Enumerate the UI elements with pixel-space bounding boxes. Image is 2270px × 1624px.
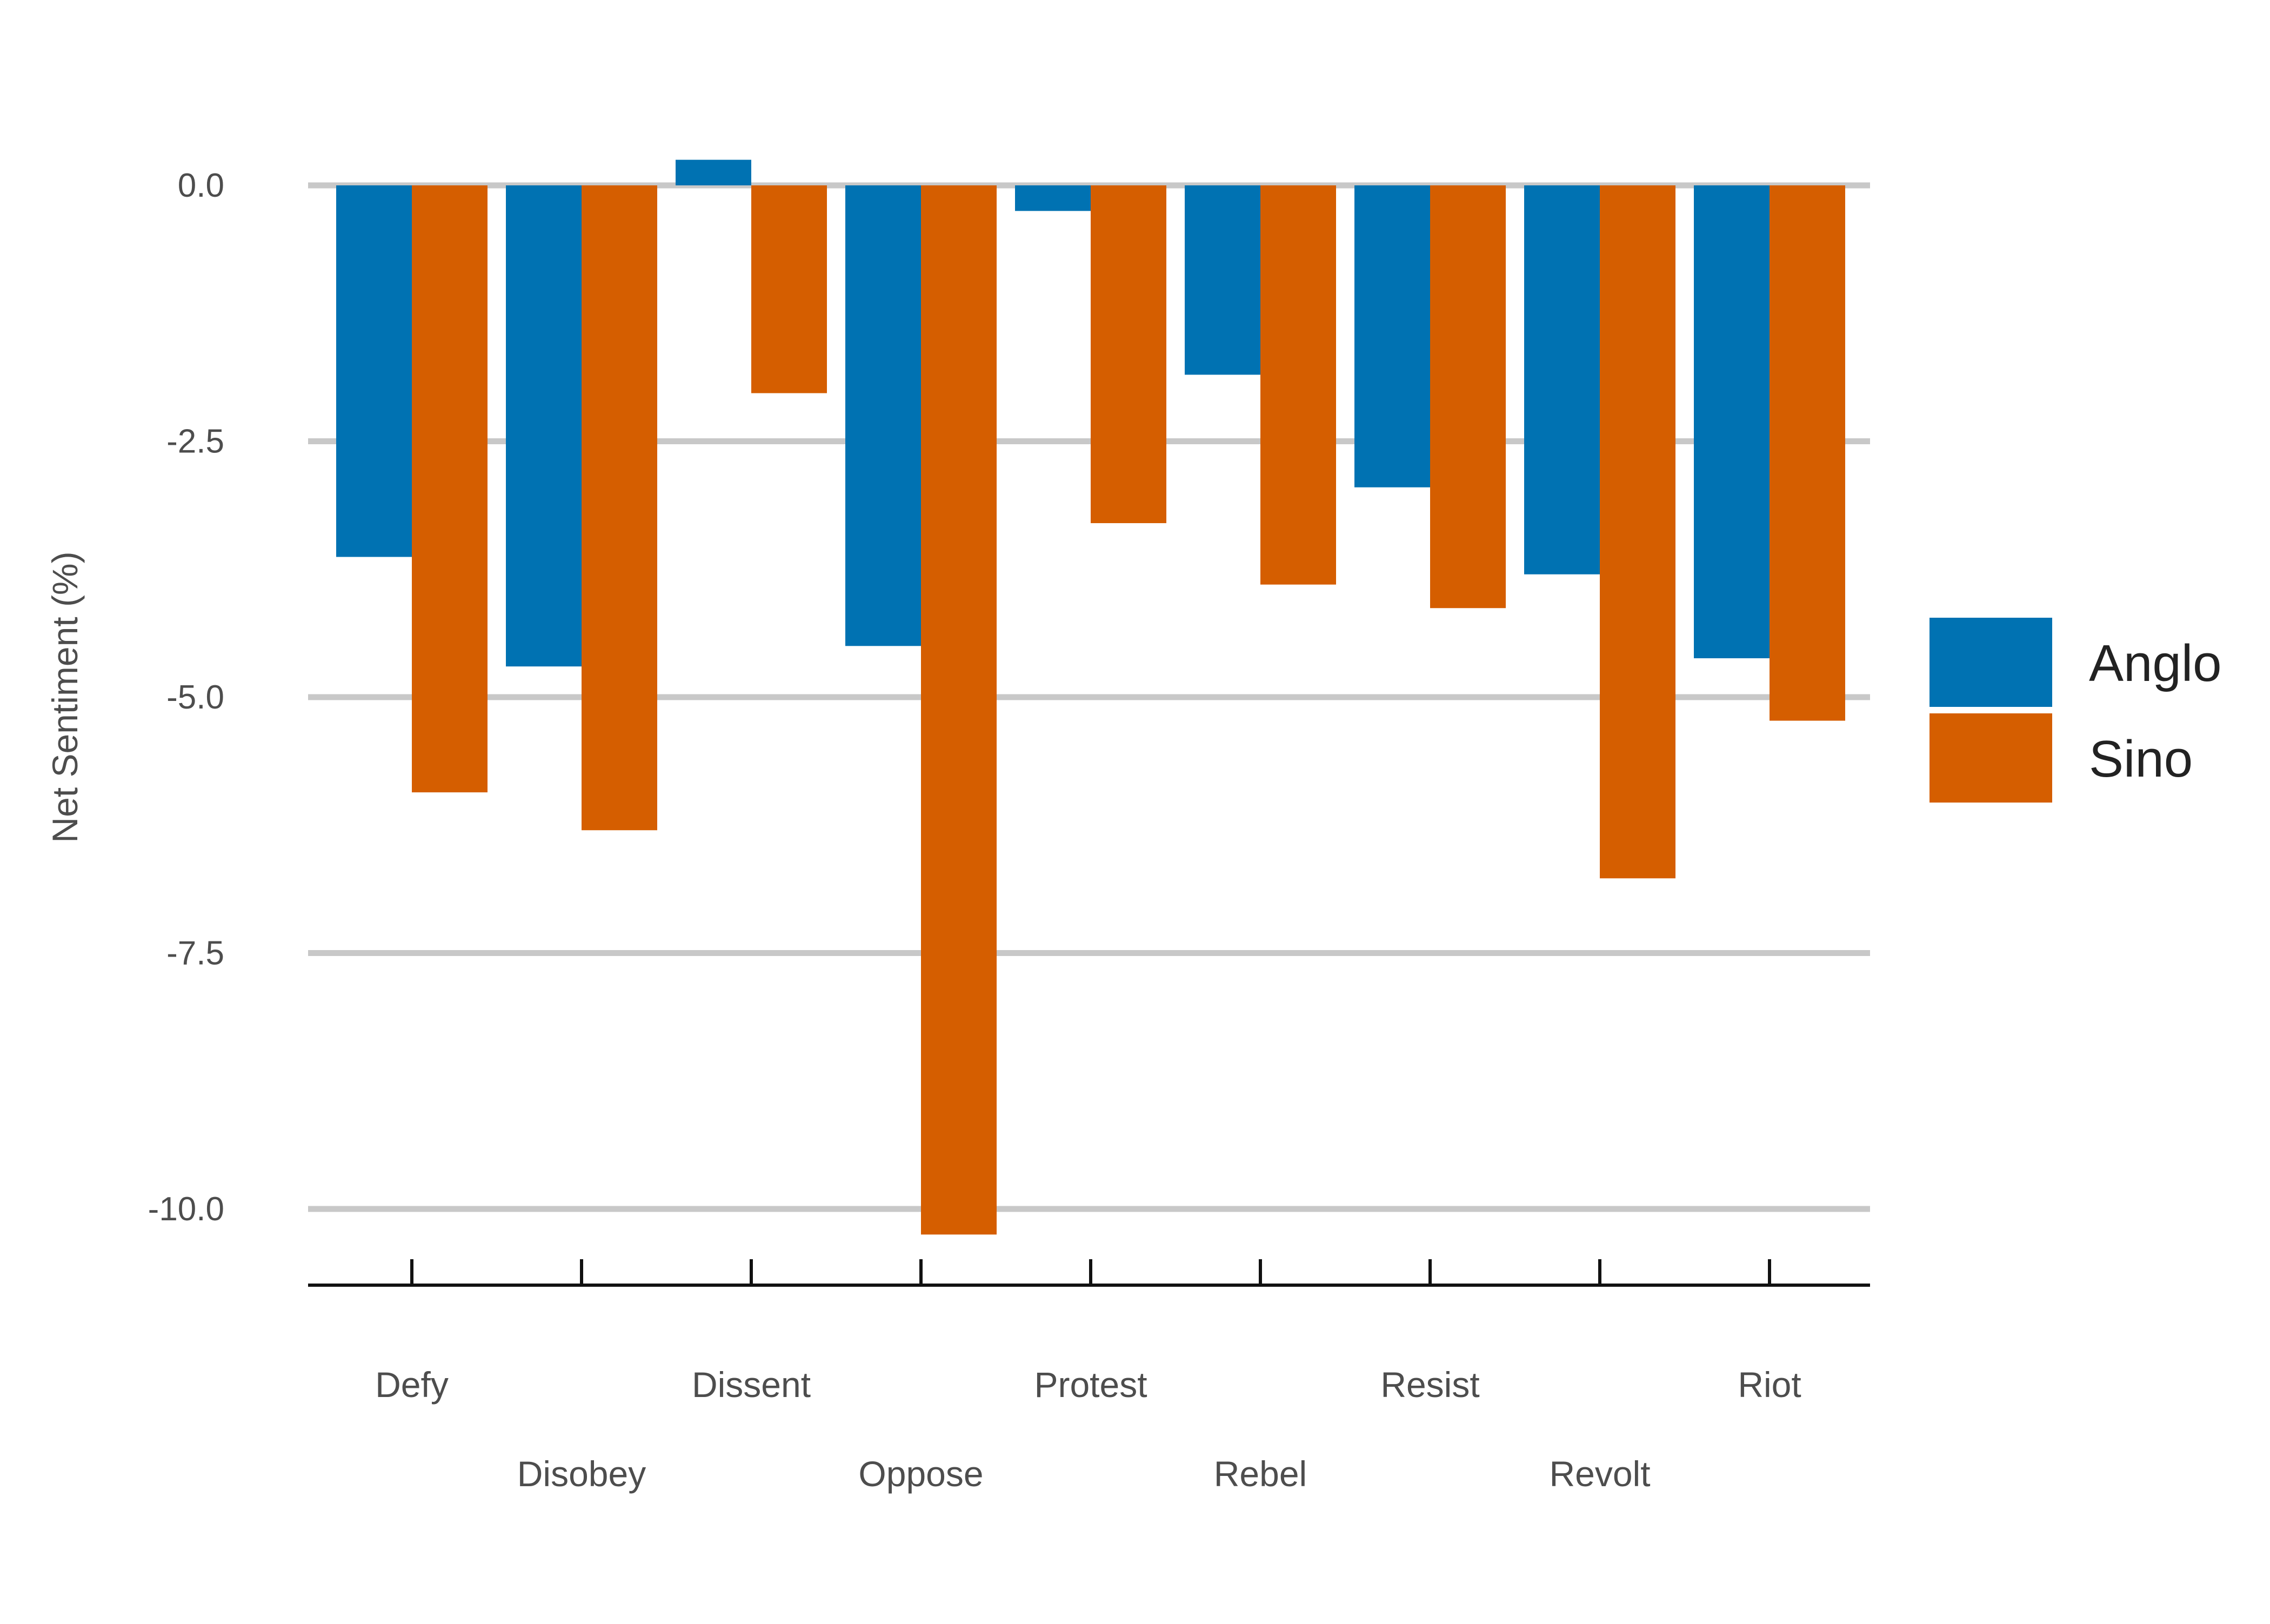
x-category-label: Defy: [375, 1365, 449, 1405]
x-category-label: Rebel: [1214, 1454, 1307, 1494]
bar-anglo-resist: [1354, 185, 1430, 487]
bar-anglo-rebel: [1185, 185, 1260, 375]
bar-sino-oppose: [921, 185, 997, 1235]
y-tick-label: -10.0: [148, 1191, 224, 1228]
x-category-label: Disobey: [517, 1454, 646, 1494]
y-axis-title: Net Sentiment (%): [45, 551, 85, 843]
x-category-label: Revolt: [1549, 1454, 1650, 1494]
x-category-label: Oppose: [858, 1454, 983, 1494]
x-category-label: Dissent: [692, 1365, 811, 1405]
bar-sino-dissent: [751, 185, 827, 393]
y-tick-label: 0.0: [178, 167, 224, 204]
bar-sino-revolt: [1600, 185, 1675, 879]
legend: Anglo Sino: [1929, 618, 2222, 803]
legend-label-anglo: Anglo: [2089, 634, 2222, 692]
bar-anglo-protest: [1015, 185, 1091, 211]
legend-swatch-sino: [1929, 713, 2052, 803]
x-category-label: Riot: [1738, 1365, 1801, 1405]
bar-sino-defy: [412, 185, 488, 793]
bar-sino-riot: [1770, 185, 1845, 721]
bar-sino-rebel: [1260, 185, 1336, 585]
y-tick-labels: 0.0 -2.5 -5.0 -7.5 -10.0: [148, 167, 224, 1228]
bar-anglo-dissent: [676, 159, 751, 185]
bar-anglo-riot: [1694, 185, 1770, 659]
y-tick-label: -5.0: [166, 679, 224, 716]
x-category-label: Resist: [1380, 1365, 1479, 1405]
legend-swatch-anglo: [1929, 618, 2052, 707]
x-category-label: Protest: [1034, 1365, 1147, 1405]
y-tick-label: -7.5: [166, 935, 224, 972]
bar-anglo-revolt: [1524, 185, 1600, 574]
bar-anglo-defy: [336, 185, 412, 557]
x-axis: [308, 1259, 1870, 1287]
bars: [336, 159, 1845, 1235]
bar-sino-protest: [1091, 185, 1166, 524]
bar-anglo-oppose: [845, 185, 921, 646]
bar-sino-disobey: [582, 185, 657, 831]
bar-anglo-disobey: [506, 185, 582, 667]
x-tick-labels: Defy Disobey Dissent Oppose Protest Rebel Resi…: [375, 1365, 1801, 1494]
legend-label-sino: Sino: [2089, 730, 2193, 788]
y-tick-label: -2.5: [166, 423, 224, 460]
bar-sino-resist: [1430, 185, 1506, 609]
